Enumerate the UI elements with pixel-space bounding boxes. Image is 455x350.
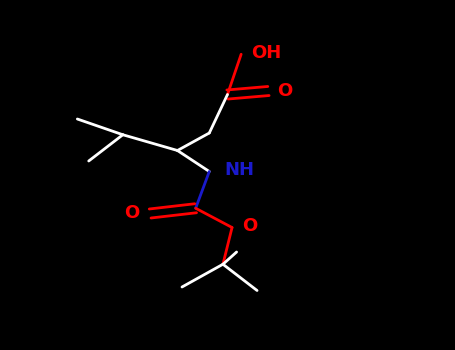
Text: O: O bbox=[242, 217, 257, 235]
Text: NH: NH bbox=[224, 161, 254, 179]
Text: OH: OH bbox=[251, 43, 281, 62]
Text: O: O bbox=[277, 82, 292, 100]
Text: O: O bbox=[124, 204, 140, 223]
